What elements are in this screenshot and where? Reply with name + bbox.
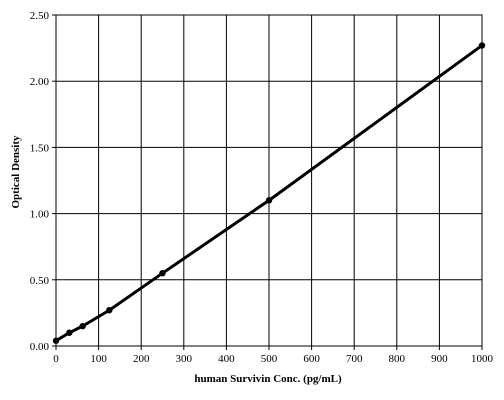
data-point [265, 197, 273, 204]
y-tick-label: 0.00 [30, 341, 50, 353]
data-point [159, 269, 166, 277]
x-tick-label: 900 [431, 353, 448, 365]
x-tick-label: 500 [261, 353, 278, 365]
x-tick-label: 0 [53, 353, 59, 365]
x-tick-label: 1000 [471, 353, 494, 365]
x-tick-label: 700 [346, 353, 363, 365]
y-tick-label: 2.00 [30, 76, 50, 88]
data-point [66, 329, 73, 336]
data-point [52, 337, 60, 344]
series [52, 42, 486, 344]
x-tick-label: 200 [133, 353, 150, 365]
data-point [106, 307, 113, 314]
x-tick-label: 800 [389, 353, 406, 365]
x-tick-label: 400 [218, 353, 235, 365]
x-tick-label: 100 [90, 353, 107, 365]
x-tick-label: 600 [303, 353, 320, 365]
tick-labels: 0 100 200 300 400 500 600 700 800 900 1000 0.00 0.50… [30, 10, 494, 365]
data-point [79, 322, 86, 330]
x-axis-title: human Survivin Conc. (pg/mL) [194, 373, 342, 385]
y-tick-label: 0.50 [30, 275, 50, 287]
y-tick-label: 1.00 [30, 209, 50, 221]
y-axis-title: Optical Density [10, 135, 22, 209]
grid [55, 14, 483, 347]
y-tick-label: 2.50 [30, 10, 50, 22]
y-tick-label: 1.50 [30, 142, 50, 154]
plot-border [55, 14, 483, 347]
data-point [478, 42, 486, 49]
x-tick-label: 300 [176, 353, 193, 365]
axes [52, 14, 483, 350]
